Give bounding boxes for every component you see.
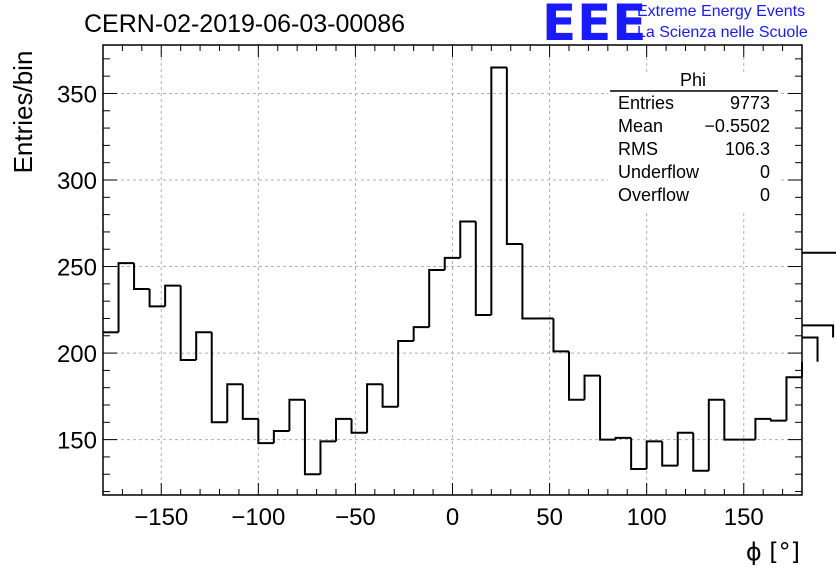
stats-box-name: Phi [680, 70, 707, 90]
stats-label: RMS [618, 139, 658, 159]
axis-tick-labels: −150 −100 −50 0 50 100 150 150 200 250 300 350 [57, 81, 764, 531]
histogram-bin [568, 351, 585, 401]
histogram-bin [210, 332, 228, 424]
histogram-bin [769, 418, 787, 422]
histogram-bin [179, 285, 197, 361]
histogram-bin [630, 437, 647, 471]
histogram-bin [241, 384, 259, 420]
histogram-bin [802, 336, 819, 362]
histogram-bin [272, 429, 290, 444]
x-tick-label: 100 [627, 504, 667, 531]
histogram-bin [676, 431, 694, 466]
stats-value: 9773 [729, 93, 770, 113]
eee-logo: EEE [542, 0, 648, 52]
stats-label: Entries [618, 93, 675, 113]
histogram-bin [148, 289, 166, 308]
x-tick-label: −150 [134, 504, 188, 531]
histogram-bin [583, 374, 601, 400]
histogram-bin [707, 398, 725, 471]
histogram-bin [397, 339, 414, 407]
x-axis-label: ϕ [°] [746, 538, 800, 566]
brand-line-2: La Scienza nelle Scuole [637, 24, 808, 41]
histogram-bin [785, 376, 802, 421]
stats-value: 0 [759, 185, 770, 205]
chart-title: CERN-02-2019-06-03-00086 [84, 10, 406, 38]
y-tick-label: 350 [57, 81, 97, 108]
histogram-bin [474, 221, 492, 316]
stats-label: Overflow [618, 185, 690, 205]
histogram-bin [802, 324, 835, 338]
histogram-bin [692, 432, 709, 472]
stats-value: −0.5502 [704, 116, 770, 136]
histogram-bin [645, 440, 663, 470]
histogram-bin [257, 418, 274, 445]
y-tick-label: 150 [57, 428, 97, 455]
histogram-bin [133, 263, 150, 291]
histogram-bin [164, 284, 181, 307]
histogram-bin [661, 441, 678, 467]
x-tick-label: −50 [335, 504, 376, 531]
x-tick-label: −100 [231, 504, 285, 531]
histogram-bin [195, 331, 212, 360]
histogram-bin [288, 398, 305, 431]
x-tick-label: 0 [446, 504, 459, 531]
histogram-bin [552, 318, 569, 353]
histogram-bin [723, 399, 740, 441]
stats-value: 106.3 [724, 139, 770, 159]
histogram-bin [412, 326, 430, 341]
axis-ticks [102, 45, 803, 495]
y-tick-label: 200 [57, 341, 97, 368]
histogram-bin [117, 262, 135, 333]
histogram-bin [754, 417, 771, 440]
histogram-bin [226, 383, 243, 423]
y-axis-label: Entries/bin [8, 51, 38, 174]
histogram-bin [335, 417, 352, 442]
histogram-bin [319, 440, 336, 475]
stats-label: Mean [618, 116, 664, 136]
y-tick-label: 250 [57, 255, 97, 282]
histogram-bin [443, 256, 461, 270]
stats-box-bg [608, 72, 778, 212]
histogram-bin [490, 66, 507, 315]
brand-line-1: Extreme Energy Events [637, 3, 806, 20]
histogram-bin [366, 383, 383, 433]
histogram-bin [428, 269, 445, 328]
histogram-bin [614, 436, 632, 440]
x-tick-label: 50 [536, 504, 563, 531]
stats-value: 0 [759, 162, 770, 182]
histogram-bin [350, 418, 368, 434]
x-tick-label: 150 [724, 504, 764, 531]
y-tick-label: 300 [57, 168, 97, 195]
histogram-bin [381, 384, 399, 408]
histogram-bin [505, 67, 523, 246]
histogram-bin [802, 251, 836, 254]
histogram-bin [303, 399, 321, 476]
histogram-bin [459, 220, 476, 258]
histogram-series [103, 66, 836, 476]
histogram-bin [599, 375, 616, 441]
stats-label: Underflow [618, 162, 700, 182]
histogram-bin [521, 244, 538, 320]
